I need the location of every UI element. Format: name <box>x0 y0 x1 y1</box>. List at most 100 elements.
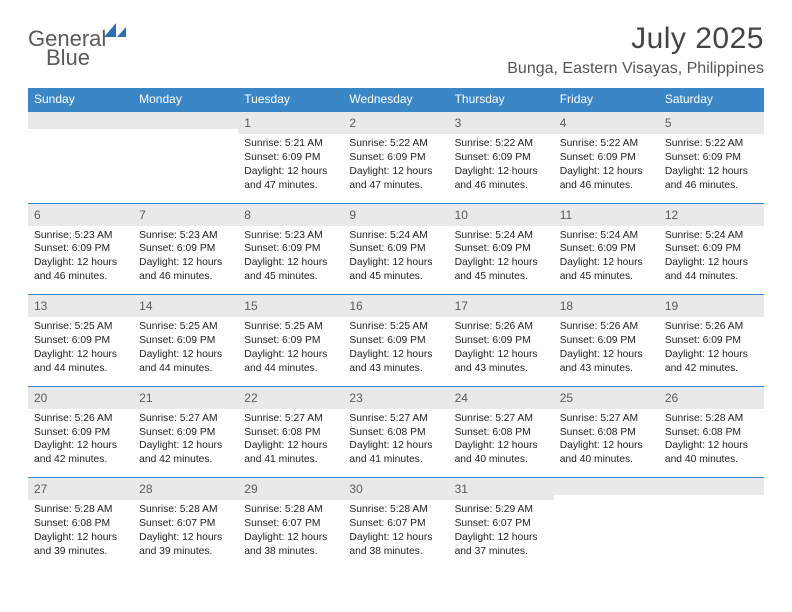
calendar-page: General Blue July 2025 Bunga, Eastern Vi… <box>0 0 792 569</box>
sunrise-line: Sunrise: 5:24 AM <box>455 229 548 243</box>
daylight-line: Daylight: 12 hours and 43 minutes. <box>349 348 442 376</box>
dow-sunday: Sunday <box>28 88 133 111</box>
sunset-line: Sunset: 6:08 PM <box>665 426 758 440</box>
sunset-line: Sunset: 6:09 PM <box>455 334 548 348</box>
day-number: 6 <box>34 208 41 222</box>
day-number-bar: 17 <box>449 294 554 317</box>
dow-header-row: Sunday Monday Tuesday Wednesday Thursday… <box>28 88 764 111</box>
day-number-bar: 1 <box>238 111 343 134</box>
sunrise-line: Sunrise: 5:27 AM <box>349 412 442 426</box>
daylight-line: Daylight: 12 hours and 37 minutes. <box>455 531 548 559</box>
daylight-line: Daylight: 12 hours and 43 minutes. <box>560 348 653 376</box>
daylight-line: Daylight: 12 hours and 45 minutes. <box>455 256 548 284</box>
day-number-bar: 26 <box>659 386 764 409</box>
sunset-line: Sunset: 6:09 PM <box>244 242 337 256</box>
day-cell: 13Sunrise: 5:25 AMSunset: 6:09 PMDayligh… <box>28 294 133 386</box>
day-body: Sunrise: 5:21 AMSunset: 6:09 PMDaylight:… <box>238 134 343 203</box>
sunset-line: Sunset: 6:09 PM <box>244 334 337 348</box>
day-number-bar: 2 <box>343 111 448 134</box>
day-number-bar <box>554 477 659 495</box>
day-number-bar: 14 <box>133 294 238 317</box>
day-body: Sunrise: 5:28 AMSunset: 6:07 PMDaylight:… <box>133 500 238 569</box>
day-body: Sunrise: 5:23 AMSunset: 6:09 PMDaylight:… <box>238 226 343 295</box>
dow-wednesday: Wednesday <box>343 88 448 111</box>
day-number-bar: 28 <box>133 477 238 500</box>
sunrise-line: Sunrise: 5:28 AM <box>34 503 127 517</box>
day-number: 22 <box>244 391 257 405</box>
brand-logo: General Blue <box>28 22 128 74</box>
sunset-line: Sunset: 6:09 PM <box>349 151 442 165</box>
daylight-line: Daylight: 12 hours and 38 minutes. <box>349 531 442 559</box>
day-cell: 26Sunrise: 5:28 AMSunset: 6:08 PMDayligh… <box>659 386 764 478</box>
sunrise-line: Sunrise: 5:24 AM <box>349 229 442 243</box>
week-row: 20 Sunrise: 5:26 AMSunset: 6:09 PMDayligh… <box>28 386 764 478</box>
sunset-line: Sunset: 6:09 PM <box>139 334 232 348</box>
day-cell: 3Sunrise: 5:22 AMSunset: 6:09 PMDaylight… <box>449 111 554 203</box>
day-number-bar: 13 <box>28 294 133 317</box>
day-cell: 27Sunrise: 5:28 AMSunset: 6:08 PMDayligh… <box>28 477 133 569</box>
sunset-line: Sunset: 6:09 PM <box>665 242 758 256</box>
daylight-line: Daylight: 12 hours and 40 minutes. <box>560 439 653 467</box>
page-header: General Blue July 2025 Bunga, Eastern Vi… <box>28 22 764 78</box>
day-body: Sunrise: 5:28 AMSunset: 6:07 PMDaylight:… <box>238 500 343 569</box>
day-number: 1 <box>244 116 251 130</box>
day-number-bar: 4 <box>554 111 659 134</box>
day-cell-empty <box>28 111 133 203</box>
sunset-line: Sunset: 6:08 PM <box>455 426 548 440</box>
day-cell: 31Sunrise: 5:29 AMSunset: 6:07 PMDayligh… <box>449 477 554 569</box>
day-cell: 14Sunrise: 5:25 AMSunset: 6:09 PMDayligh… <box>133 294 238 386</box>
day-number: 28 <box>139 482 152 496</box>
day-number: 4 <box>560 116 567 130</box>
day-number-bar: 31 <box>449 477 554 500</box>
day-number: 26 <box>665 391 678 405</box>
sunset-line: Sunset: 6:09 PM <box>349 242 442 256</box>
day-body: Sunrise: 5:24 AMSunset: 6:09 PMDaylight:… <box>659 226 764 295</box>
day-number-bar: 22 <box>238 386 343 409</box>
day-number-bar: 10 <box>449 203 554 226</box>
day-number-bar: 20 <box>28 386 133 409</box>
sunset-line: Sunset: 6:09 PM <box>34 334 127 348</box>
day-number-bar: 21 <box>133 386 238 409</box>
day-cell: 15Sunrise: 5:25 AMSunset: 6:09 PMDayligh… <box>238 294 343 386</box>
sunrise-line: Sunrise: 5:23 AM <box>34 229 127 243</box>
daylight-line: Daylight: 12 hours and 44 minutes. <box>244 348 337 376</box>
daylight-line: Daylight: 12 hours and 45 minutes. <box>244 256 337 284</box>
day-cell: 24Sunrise: 5:27 AMSunset: 6:08 PMDayligh… <box>449 386 554 478</box>
sunset-line: Sunset: 6:08 PM <box>244 426 337 440</box>
day-number: 21 <box>139 391 152 405</box>
day-number-bar: 15 <box>238 294 343 317</box>
daylight-line: Daylight: 12 hours and 45 minutes. <box>560 256 653 284</box>
daylight-line: Daylight: 12 hours and 40 minutes. <box>665 439 758 467</box>
day-number: 16 <box>349 299 362 313</box>
sunrise-line: Sunrise: 5:25 AM <box>34 320 127 334</box>
dow-tuesday: Tuesday <box>238 88 343 111</box>
day-cell: 4Sunrise: 5:22 AMSunset: 6:09 PMDaylight… <box>554 111 659 203</box>
sunset-line: Sunset: 6:09 PM <box>560 334 653 348</box>
day-cell: 5Sunrise: 5:22 AMSunset: 6:09 PMDaylight… <box>659 111 764 203</box>
day-cell: 29Sunrise: 5:28 AMSunset: 6:07 PMDayligh… <box>238 477 343 569</box>
day-number: 14 <box>139 299 152 313</box>
day-number: 3 <box>455 116 462 130</box>
day-cell: 25Sunrise: 5:27 AMSunset: 6:08 PMDayligh… <box>554 386 659 478</box>
day-cell: 17Sunrise: 5:26 AMSunset: 6:09 PMDayligh… <box>449 294 554 386</box>
day-cell: 12Sunrise: 5:24 AMSunset: 6:09 PMDayligh… <box>659 203 764 295</box>
sunset-line: Sunset: 6:09 PM <box>139 426 232 440</box>
sunrise-line: Sunrise: 5:29 AM <box>455 503 548 517</box>
day-number-bar: 5 <box>659 111 764 134</box>
day-number: 20 <box>34 391 47 405</box>
sunset-line: Sunset: 6:08 PM <box>34 517 127 531</box>
day-number: 18 <box>560 299 573 313</box>
daylight-line: Daylight: 12 hours and 39 minutes. <box>34 531 127 559</box>
day-body: Sunrise: 5:27 AMSunset: 6:08 PMDaylight:… <box>449 409 554 478</box>
sunrise-line: Sunrise: 5:23 AM <box>244 229 337 243</box>
week-row: 6Sunrise: 5:23 AMSunset: 6:09 PMDaylight… <box>28 203 764 295</box>
day-cell-empty <box>659 477 764 569</box>
sunrise-line: Sunrise: 5:25 AM <box>139 320 232 334</box>
week-row: 27Sunrise: 5:28 AMSunset: 6:08 PMDayligh… <box>28 477 764 569</box>
day-body: Sunrise: 5:26 AMSunset: 6:09 PMDaylight:… <box>28 409 133 478</box>
day-body: Sunrise: 5:23 AMSunset: 6:09 PMDaylight:… <box>133 226 238 295</box>
day-number: 17 <box>455 299 468 313</box>
day-body: Sunrise: 5:28 AMSunset: 6:07 PMDaylight:… <box>343 500 448 569</box>
sunset-line: Sunset: 6:09 PM <box>34 242 127 256</box>
day-number: 11 <box>560 208 572 222</box>
